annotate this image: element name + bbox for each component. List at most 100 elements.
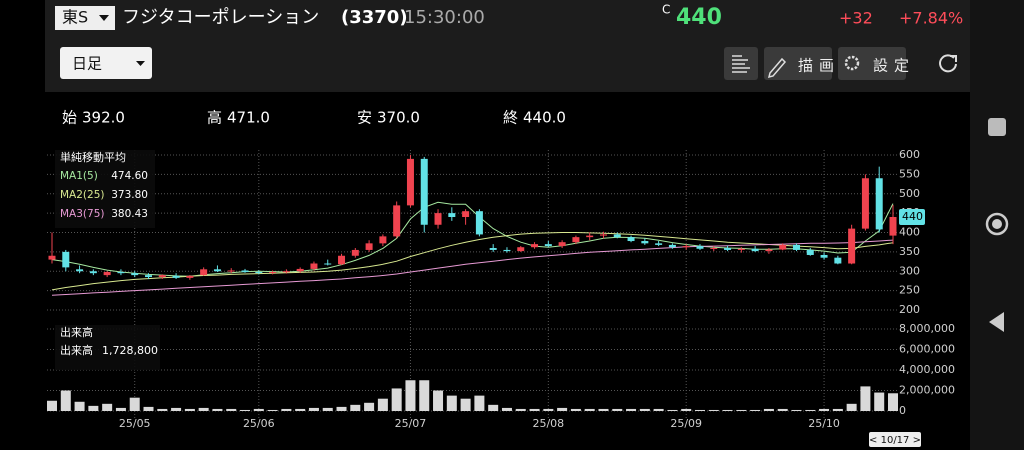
volume-bar	[129, 397, 140, 411]
volume-bar	[364, 402, 375, 411]
volume-bar	[115, 407, 126, 411]
volume-bar	[281, 408, 292, 411]
candle-body	[792, 244, 800, 250]
volume-bar	[322, 407, 333, 411]
volume-bar	[295, 408, 306, 411]
candle-body	[889, 217, 897, 236]
candle-body	[448, 213, 456, 217]
ohlc-label: 高	[207, 109, 222, 127]
candle-body	[241, 270, 249, 273]
candle-body	[737, 248, 745, 250]
legend-name: MA1(5)	[60, 170, 98, 182]
volume-bar	[584, 408, 595, 411]
period-select[interactable]	[60, 47, 152, 79]
volume-bar	[832, 408, 843, 411]
candle-body	[89, 271, 97, 274]
candle-body	[599, 234, 607, 236]
volume-bar	[694, 409, 705, 411]
candle-body	[227, 270, 235, 272]
candle-body	[365, 243, 373, 250]
volume-bar	[515, 408, 526, 411]
volume-bar	[419, 380, 430, 411]
legend-value: 474.60	[111, 170, 148, 182]
ohlc-label: 終	[503, 109, 518, 127]
volume-bar	[474, 395, 485, 411]
candle-body	[406, 158, 414, 206]
volume-bar	[708, 409, 719, 411]
candle-body	[572, 237, 580, 243]
x-tick-label: 25/07	[395, 417, 427, 430]
volume-bar	[60, 390, 71, 411]
candle-body	[668, 244, 676, 248]
volume-bar	[171, 407, 182, 411]
company-name: フジタコーポレーション	[122, 7, 319, 28]
volume-bar	[336, 406, 347, 411]
volume-bar	[846, 403, 857, 411]
ma-line	[51, 232, 894, 291]
candle-body	[172, 275, 180, 278]
volume-bar	[681, 408, 692, 411]
ma-line	[51, 201, 894, 277]
home-button[interactable]	[985, 212, 1009, 236]
ma-legend	[55, 150, 155, 228]
volume-bar	[212, 408, 223, 411]
candle-body	[820, 254, 828, 258]
price-flag: C	[662, 3, 670, 17]
back-button[interactable]	[989, 312, 1004, 332]
volume-bar	[226, 408, 237, 411]
pen-icon	[767, 57, 787, 79]
volume-legend	[55, 325, 160, 370]
candle-body	[779, 244, 787, 250]
candle-body	[310, 263, 318, 269]
candle-body	[751, 248, 759, 252]
volume-bar	[267, 409, 278, 411]
candle-body	[158, 275, 166, 278]
candle-body	[420, 158, 428, 225]
candle-body	[724, 248, 732, 250]
candle-body	[613, 234, 621, 238]
volume-bar	[653, 408, 664, 411]
candle-body	[131, 273, 139, 276]
refresh-button[interactable]	[939, 54, 957, 73]
volume-bar	[74, 401, 85, 411]
x-tick-label: 25/06	[243, 417, 275, 430]
chart: 20025030035040045050055060002,000,0004,0…	[47, 148, 955, 447]
candle-body	[351, 249, 359, 256]
candle-body	[282, 271, 290, 273]
volume-bar	[598, 408, 609, 411]
y-tick-label: 2,000,000	[899, 384, 955, 397]
volume-bar	[350, 404, 361, 411]
candle-body	[186, 275, 194, 278]
y-tick-label: 6,000,000	[899, 343, 955, 356]
candle-body	[503, 249, 511, 252]
draw-button[interactable]	[764, 47, 832, 80]
candle-body	[393, 205, 401, 237]
volume-bar	[501, 407, 512, 411]
y-tick-label: 600	[899, 148, 920, 161]
cursor-label: < 10/17 >	[869, 435, 921, 446]
settings-button[interactable]	[838, 47, 906, 80]
volume-bar	[377, 398, 388, 411]
ohlc-value: 370.0	[377, 109, 420, 127]
recent-button[interactable]	[988, 118, 1006, 136]
volume-bar	[612, 408, 623, 411]
volume-bar	[763, 408, 774, 411]
x-tick-label: 25/08	[532, 417, 564, 430]
caret	[99, 15, 109, 21]
candle-body	[489, 248, 497, 250]
ohlc-label: 始	[62, 109, 77, 127]
volume-bar	[102, 403, 113, 411]
ohlc-value: 471.0	[227, 109, 270, 127]
volume-bar	[888, 393, 898, 411]
volume-title: 出来高	[60, 325, 93, 339]
candle-body	[848, 228, 856, 264]
x-tick-label: 25/09	[670, 417, 702, 430]
legend-value: 380.43	[111, 208, 148, 220]
y-tick-label: 0	[899, 404, 906, 417]
time: 15:30:00	[404, 7, 485, 28]
volume-bar	[308, 407, 319, 411]
home-dot	[992, 219, 1002, 229]
candle-body	[544, 244, 552, 247]
